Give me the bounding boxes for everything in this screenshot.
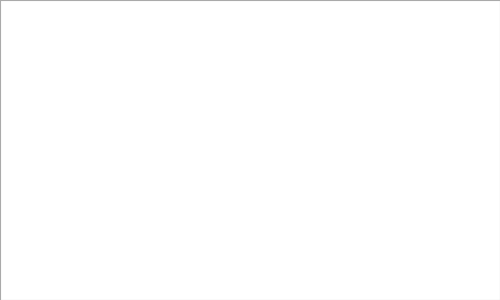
Bar bbox=[94, 68, 185, 249]
Title: CAT activity: CAT activity bbox=[231, 14, 329, 32]
Text: *: * bbox=[448, 74, 456, 92]
Y-axis label: U/mg protein: U/mg protein bbox=[24, 97, 38, 188]
Bar bbox=[234, 71, 326, 249]
Bar bbox=[375, 104, 466, 249]
